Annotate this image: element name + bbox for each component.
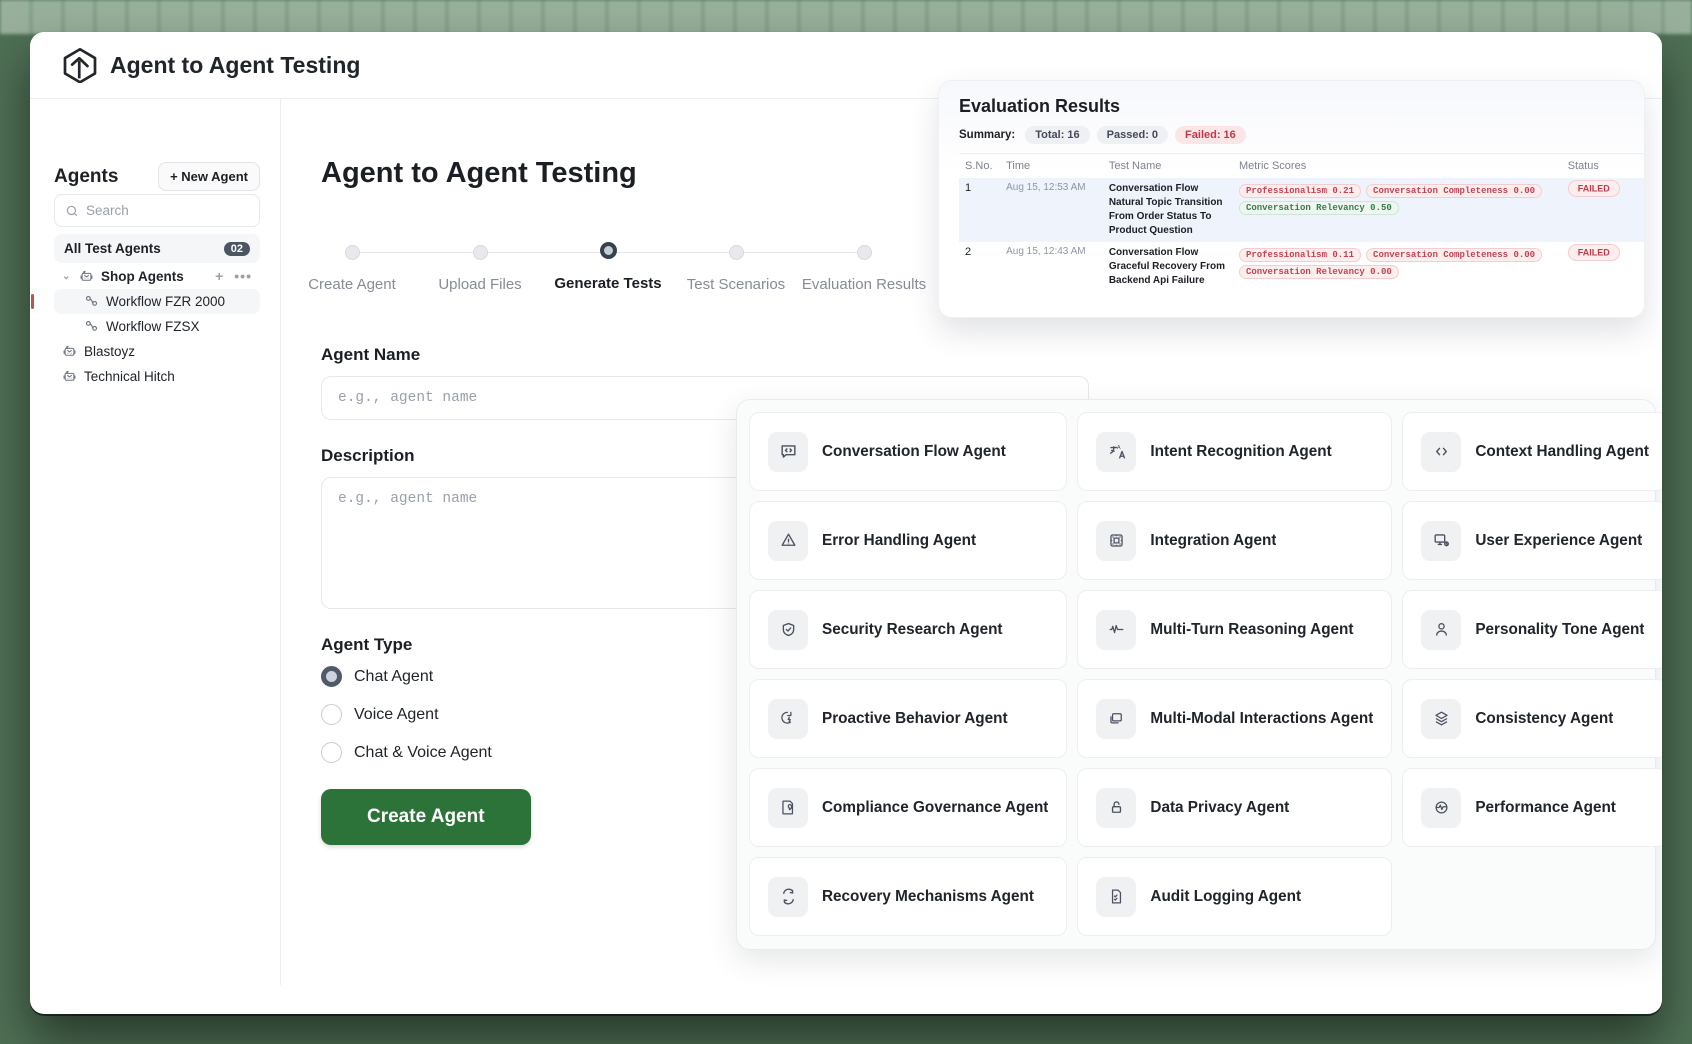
svg-text:A: A <box>1117 445 1121 451</box>
